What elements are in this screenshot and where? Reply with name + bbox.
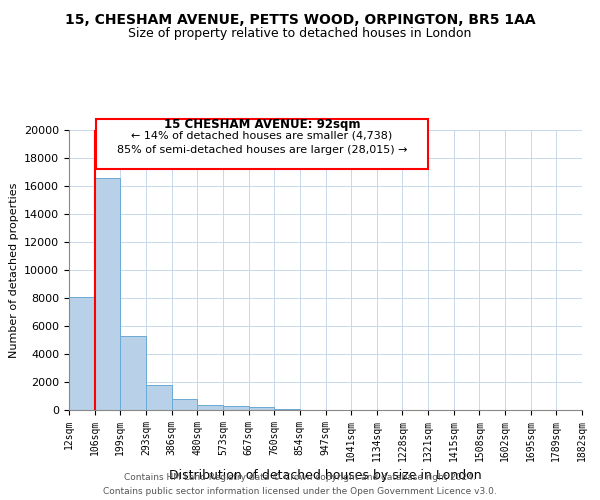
Text: 15, CHESHAM AVENUE, PETTS WOOD, ORPINGTON, BR5 1AA: 15, CHESHAM AVENUE, PETTS WOOD, ORPINGTO… xyxy=(65,12,535,26)
Bar xyxy=(274,408,300,410)
Bar xyxy=(146,385,172,410)
X-axis label: Distribution of detached houses by size in London: Distribution of detached houses by size … xyxy=(169,469,482,482)
Bar xyxy=(248,407,274,410)
Text: Contains public sector information licensed under the Open Government Licence v3: Contains public sector information licen… xyxy=(103,486,497,496)
Bar xyxy=(197,405,223,410)
Y-axis label: Number of detached properties: Number of detached properties xyxy=(8,182,19,358)
Text: 85% of semi-detached houses are larger (28,015) →: 85% of semi-detached houses are larger (… xyxy=(117,144,407,154)
Text: Size of property relative to detached houses in London: Size of property relative to detached ho… xyxy=(128,28,472,40)
Bar xyxy=(69,296,95,410)
FancyBboxPatch shape xyxy=(96,119,428,169)
Bar xyxy=(172,399,197,410)
Bar xyxy=(121,336,146,410)
Bar xyxy=(95,178,121,410)
Text: Contains HM Land Registry data © Crown copyright and database right 2024.: Contains HM Land Registry data © Crown c… xyxy=(124,473,476,482)
Bar xyxy=(223,406,248,410)
Text: ← 14% of detached houses are smaller (4,738): ← 14% of detached houses are smaller (4,… xyxy=(131,130,392,140)
Text: 15 CHESHAM AVENUE: 92sqm: 15 CHESHAM AVENUE: 92sqm xyxy=(164,118,360,131)
